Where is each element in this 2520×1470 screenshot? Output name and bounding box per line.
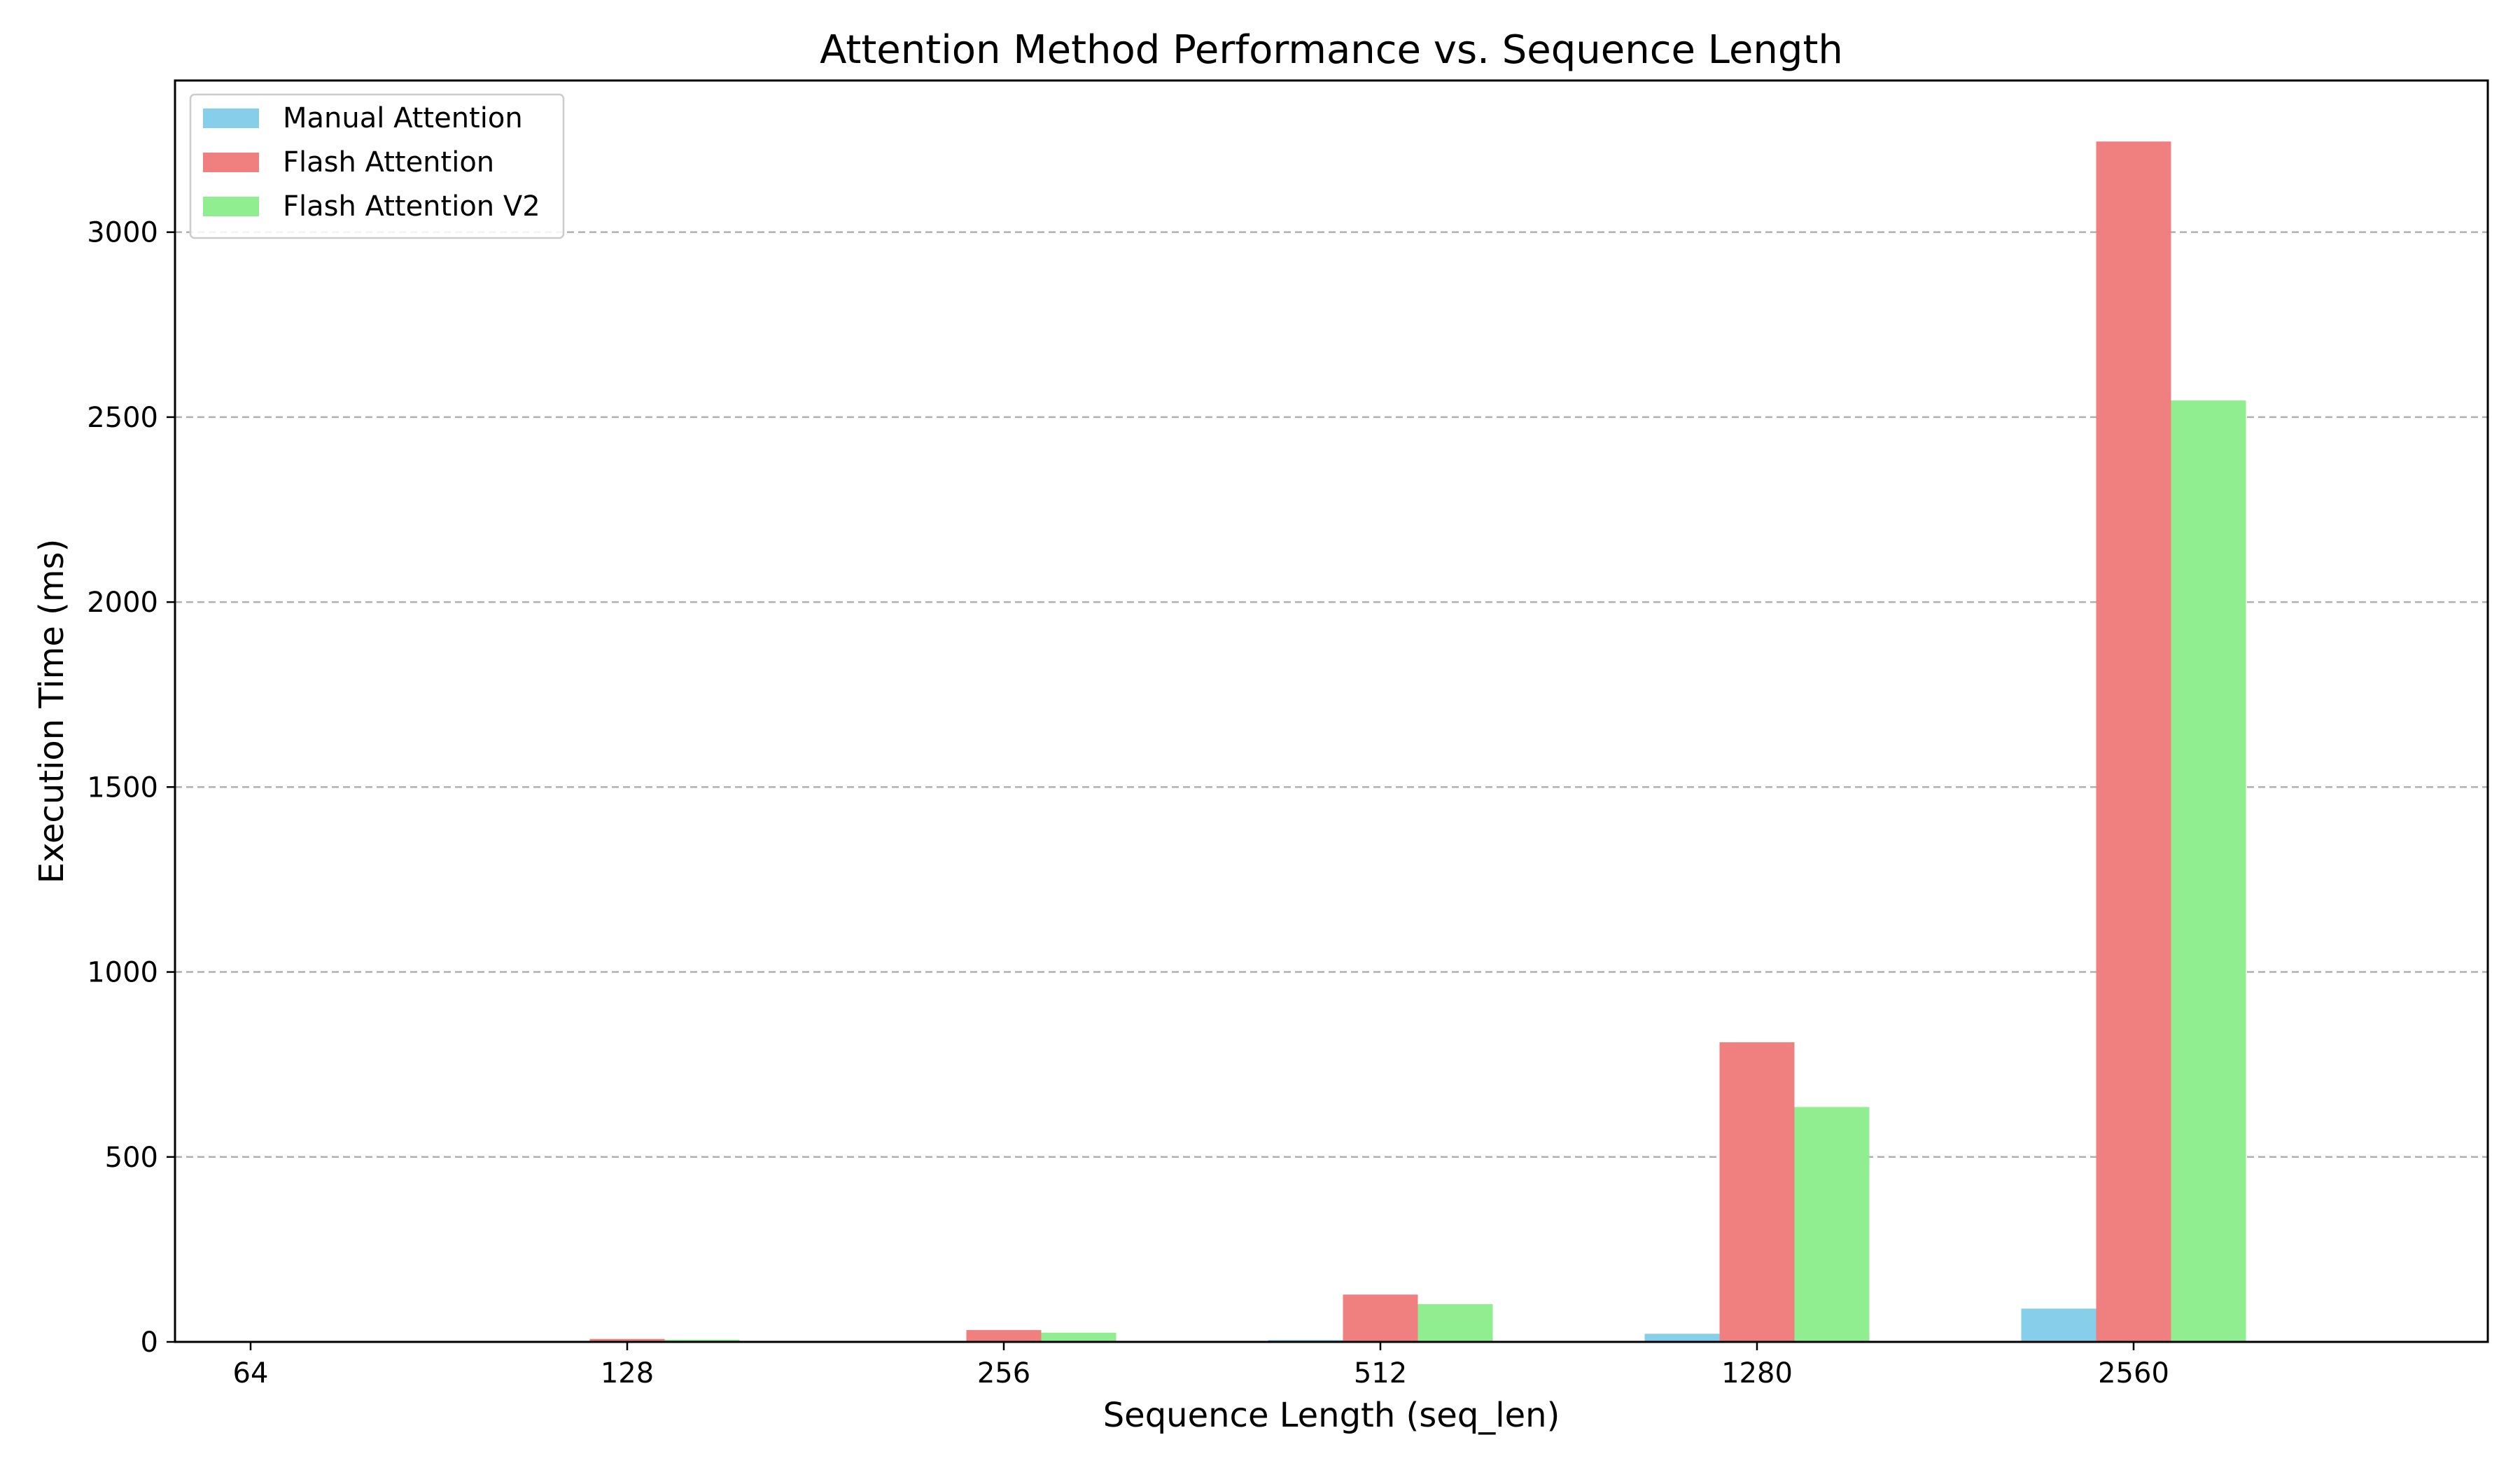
bar-flash-attention-v2-512 <box>1418 1304 1493 1342</box>
x-tick-label-512: 512 <box>1354 1357 1407 1390</box>
y-tick-label-1000: 1000 <box>87 957 158 989</box>
legend: Manual Attention Flash Attention Flash Att… <box>189 93 565 239</box>
y-tick-label-0: 0 <box>141 1326 158 1359</box>
x-tick-label-64: 64 <box>233 1357 269 1390</box>
bar-manual-attention-1280 <box>1644 1334 1720 1342</box>
legend-swatch-flash-attention <box>203 153 259 172</box>
legend-label-manual-attention: Manual Attention <box>283 102 523 134</box>
legend-label-flash-attention-v2: Flash Attention V2 <box>283 190 540 223</box>
bar-flash-attention-2560 <box>2096 141 2171 1342</box>
legend-label-flash-attention: Flash Attention <box>283 146 494 178</box>
y-tick-label-2500: 2500 <box>87 402 158 434</box>
bar-flash-attention-128 <box>589 1338 665 1342</box>
x-tick-label-2560: 2560 <box>2098 1357 2169 1390</box>
plot-frame <box>174 79 2489 1343</box>
y-axis-ticks: 0 500 1000 1500 2000 2500 3000 <box>87 217 175 1359</box>
legend-swatch-flash-attention-v2 <box>203 197 259 216</box>
x-axis-ticks: 64 128 256 512 1280 2560 <box>233 1342 2169 1390</box>
chart-title: Attention Method Performance vs. Sequenc… <box>820 27 1843 73</box>
bar-flash-attention-v2-256 <box>1041 1332 1116 1342</box>
bar-flash-attention-v2-128 <box>664 1339 740 1342</box>
y-tick-label-1500: 1500 <box>87 771 158 804</box>
bar-flash-attention-256 <box>966 1330 1042 1342</box>
legend-swatch-manual-attention <box>203 108 259 128</box>
bar-flash-attention-512 <box>1343 1294 1418 1342</box>
bar-flash-attention-v2-1280 <box>1794 1107 1870 1342</box>
y-axis-label: Execution Time (ms) <box>32 539 71 884</box>
legend-box <box>189 93 565 239</box>
bar-flash-attention-1280 <box>1719 1042 1795 1342</box>
y-tick-label-500: 500 <box>105 1142 158 1174</box>
bar-manual-attention-2560 <box>2021 1308 2096 1342</box>
y-tick-label-3000: 3000 <box>87 217 158 249</box>
x-tick-label-128: 128 <box>601 1357 654 1390</box>
bar-flash-attention-v2-2560 <box>2171 400 2246 1342</box>
bars <box>138 141 2246 1342</box>
x-axis-label: Sequence Length (seq_len) <box>1103 1396 1560 1435</box>
x-tick-label-256: 256 <box>977 1357 1030 1390</box>
x-tick-label-1280: 1280 <box>1721 1357 1793 1390</box>
y-tick-label-2000: 2000 <box>87 587 158 619</box>
